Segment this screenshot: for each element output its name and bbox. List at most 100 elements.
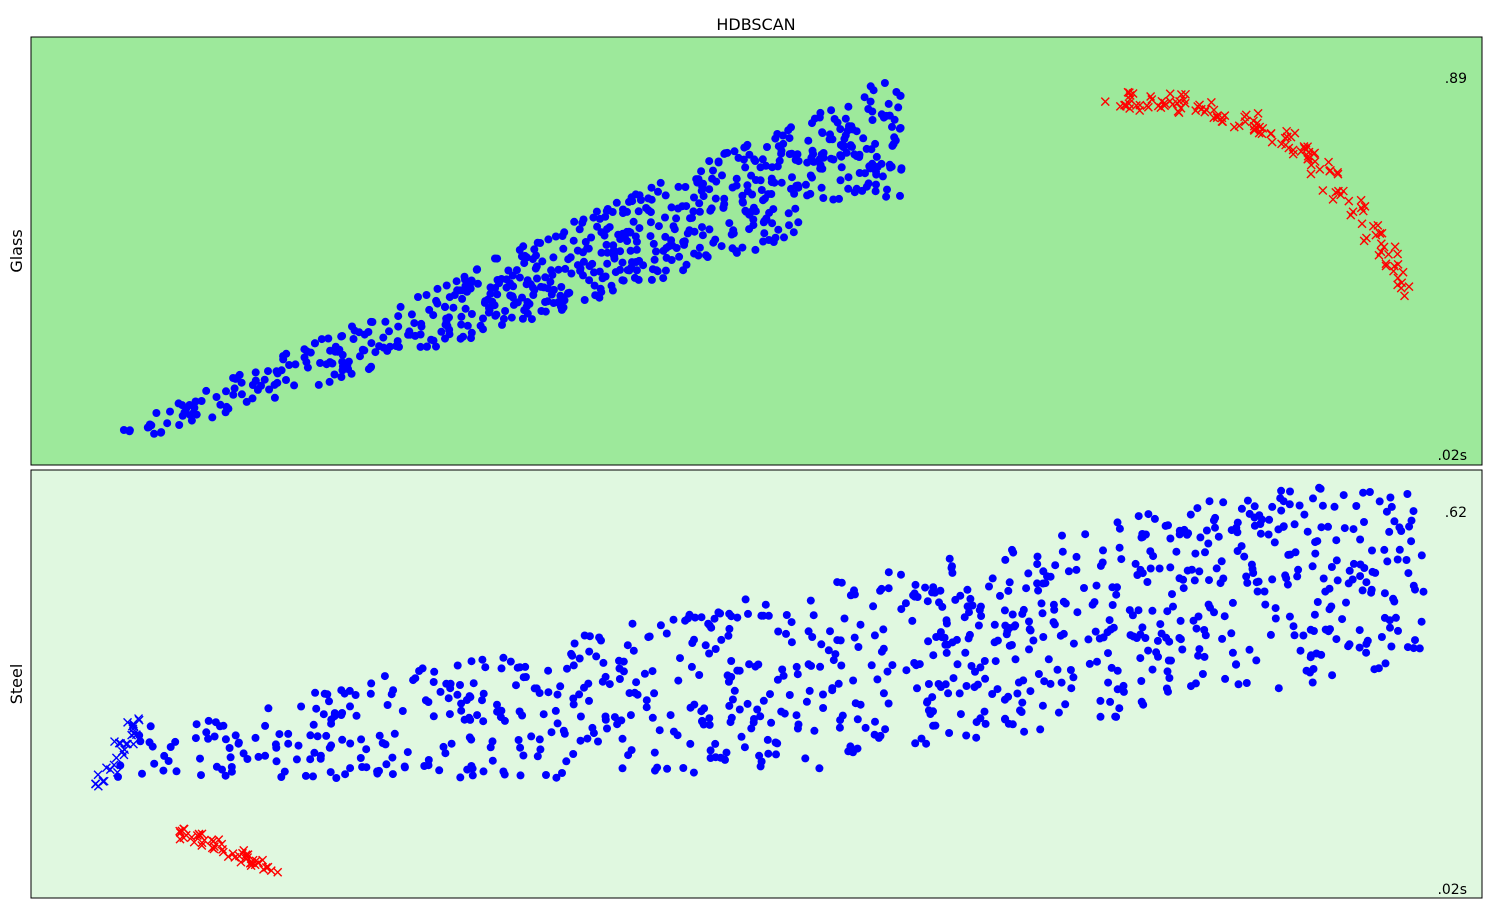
scatter-point	[590, 268, 598, 277]
scatter-point	[301, 771, 310, 780]
scatter-point	[478, 696, 486, 705]
scatter-point	[667, 203, 676, 212]
scatter-point	[1355, 626, 1364, 635]
scatter-point	[837, 152, 846, 161]
scatter-point	[699, 192, 708, 201]
scatter-point	[667, 256, 676, 264]
scatter-point	[313, 732, 322, 741]
score-label: .89	[1445, 71, 1467, 87]
scatter-point	[1058, 547, 1067, 556]
scatter-point	[584, 244, 593, 253]
scatter-point	[1049, 600, 1058, 609]
scatter-point	[804, 627, 813, 636]
scatter-point	[912, 661, 921, 670]
scatter-point	[1067, 684, 1076, 693]
scatter-point	[826, 627, 834, 636]
scatter-point	[824, 646, 833, 655]
scatter-point	[934, 680, 943, 688]
scatter-point	[1261, 600, 1270, 609]
scatter-point	[1153, 636, 1162, 645]
scatter-point	[844, 184, 853, 193]
scatter-point	[1303, 527, 1312, 536]
scatter-point-x	[1379, 242, 1389, 252]
scatter-point	[1085, 659, 1094, 668]
scatter-point	[1295, 501, 1304, 510]
scatter-point	[463, 321, 472, 330]
scatter-point	[646, 232, 655, 241]
scatter-point	[829, 656, 838, 665]
scatter-point	[727, 713, 736, 722]
scatter-point	[850, 586, 858, 595]
scatter-point	[544, 666, 553, 675]
scatter-point	[254, 752, 263, 761]
scatter-point	[356, 754, 365, 762]
scatter-point	[388, 753, 397, 762]
scatter-point	[618, 276, 627, 285]
scatter-point	[611, 268, 620, 277]
scatter-point	[1417, 617, 1426, 626]
scatter-point	[785, 134, 794, 143]
scatter-point	[1017, 708, 1026, 716]
scatter-point	[787, 149, 796, 158]
scatter-point	[125, 426, 134, 435]
scatter-point	[867, 145, 876, 154]
scatter-point	[829, 195, 838, 204]
scatter-point	[311, 688, 320, 697]
scatter-point	[653, 763, 662, 772]
scatter-point	[1134, 512, 1143, 521]
scatter-point	[341, 770, 350, 779]
scatter-point	[1106, 697, 1115, 706]
scatter-point	[689, 768, 698, 777]
scatter-point	[145, 738, 154, 747]
scatter-point-x	[1131, 101, 1141, 111]
scatter-point	[466, 715, 475, 724]
scatter-point	[871, 187, 880, 196]
scatter-point	[449, 303, 458, 312]
scatter-point-x	[1125, 91, 1135, 101]
scatter-point	[616, 235, 625, 243]
scatter-point	[433, 284, 442, 293]
scatter-point	[1131, 559, 1140, 568]
scatter-point	[1138, 623, 1147, 632]
scatter-point	[1242, 679, 1251, 687]
scatter-point	[439, 742, 448, 751]
scatter-point	[486, 283, 495, 292]
scatter-point	[1025, 645, 1033, 654]
scatter-point	[202, 386, 211, 395]
scatter-point-x	[1220, 111, 1230, 121]
scatter-point	[1296, 646, 1305, 655]
scatter-point	[326, 768, 335, 777]
scatter-point	[744, 609, 752, 618]
scatter-point	[380, 672, 389, 681]
scatter-point	[1105, 616, 1114, 625]
scatter-point	[1115, 543, 1124, 552]
scatter-point	[1240, 552, 1249, 561]
scatter-point-x	[1153, 101, 1163, 111]
scatter-point	[1169, 602, 1177, 611]
scatter-point	[1198, 670, 1207, 678]
scatter-point	[539, 283, 548, 292]
scatter-point	[728, 695, 737, 704]
scatter-point	[817, 183, 826, 192]
scatter-point	[1148, 606, 1157, 615]
scatter-point	[929, 651, 938, 660]
scatter-point	[351, 691, 360, 699]
scatter-point	[340, 689, 349, 698]
scatter-point	[192, 720, 201, 729]
scatter-point	[1325, 605, 1334, 614]
scatter-point	[780, 233, 788, 242]
scatter-point-x	[1146, 92, 1156, 101]
scatter-point	[272, 743, 281, 752]
scatter-point	[871, 717, 879, 726]
scatter-point	[291, 360, 300, 369]
scatter-point	[1119, 687, 1128, 696]
scatter-point	[603, 225, 611, 234]
scatter-point	[615, 664, 624, 673]
scatter-point	[748, 190, 757, 199]
scatter-point	[595, 293, 604, 302]
scatter-point	[850, 188, 859, 197]
scatter-point	[833, 636, 842, 645]
scatter-point	[270, 393, 279, 402]
scatter-point	[1271, 614, 1280, 623]
scatter-point-x	[1206, 97, 1216, 107]
